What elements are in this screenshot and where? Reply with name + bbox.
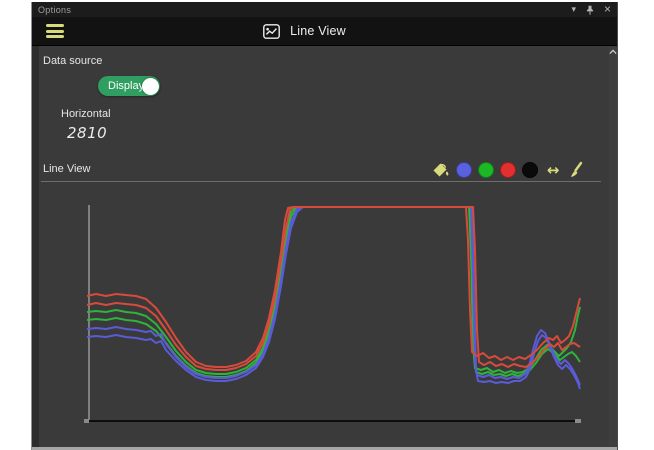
red-color-swatch[interactable] bbox=[500, 162, 516, 178]
window-title: Options bbox=[38, 4, 72, 15]
brush-icon bbox=[571, 161, 583, 177]
close-button[interactable]: × bbox=[603, 2, 611, 16]
window-controls: ▾ × bbox=[571, 2, 611, 16]
series-green-a bbox=[86, 206, 581, 375]
x-axis-right-tick bbox=[575, 419, 581, 423]
hamburger-icon bbox=[46, 24, 64, 27]
display-toggle-label: Display bbox=[108, 80, 145, 92]
chevron-down-icon: ▾ bbox=[571, 4, 576, 14]
hamburger-menu-button[interactable] bbox=[46, 24, 64, 38]
series-red-b bbox=[86, 206, 581, 371]
series-layer bbox=[86, 206, 581, 390]
line-view-section-label: Line View bbox=[43, 163, 91, 175]
content-panel: Data source Display Horizontal 2810 Line… bbox=[39, 46, 609, 447]
fill-color-button[interactable] bbox=[430, 161, 450, 180]
toggle-knob bbox=[142, 77, 159, 95]
green-color-swatch[interactable] bbox=[478, 162, 494, 178]
header-title-group: Line View bbox=[263, 23, 346, 39]
pin-icon bbox=[586, 5, 594, 15]
scroll-up-icon[interactable] bbox=[609, 48, 617, 56]
horizontal-scrollbar[interactable] bbox=[32, 447, 617, 450]
horizontal-value: 2810 bbox=[67, 124, 108, 142]
series-green-b bbox=[86, 206, 581, 378]
left-right-arrow-icon: ↔ bbox=[546, 161, 560, 179]
blue-color-swatch[interactable] bbox=[456, 162, 472, 178]
series-blue-b bbox=[86, 206, 581, 390]
series-red-a bbox=[86, 206, 581, 368]
header-bar: Line View bbox=[32, 17, 617, 46]
vertical-scrollbar[interactable] bbox=[609, 46, 617, 447]
line-view-toolbar: ↔ bbox=[430, 159, 584, 181]
black-color-swatch[interactable] bbox=[522, 162, 538, 178]
brush-button[interactable] bbox=[568, 161, 584, 179]
close-icon: × bbox=[603, 2, 611, 16]
title-bar: Options ▾ × bbox=[32, 2, 617, 17]
line-chart bbox=[84, 205, 581, 423]
page-title: Line View bbox=[290, 24, 346, 38]
paint-bucket-icon bbox=[433, 163, 449, 176]
horizontal-label: Horizontal bbox=[61, 108, 111, 120]
x-axis-left-tick bbox=[84, 419, 89, 423]
display-toggle[interactable]: Display bbox=[98, 76, 160, 96]
window-menu-button[interactable]: ▾ bbox=[571, 5, 576, 14]
options-window: Options ▾ × L bbox=[31, 2, 618, 450]
data-source-label: Data source bbox=[43, 55, 103, 67]
line-chart-icon bbox=[263, 23, 281, 39]
section-divider bbox=[41, 181, 601, 182]
pin-button[interactable] bbox=[585, 5, 595, 15]
horizontal-range-button[interactable]: ↔ bbox=[544, 162, 562, 178]
